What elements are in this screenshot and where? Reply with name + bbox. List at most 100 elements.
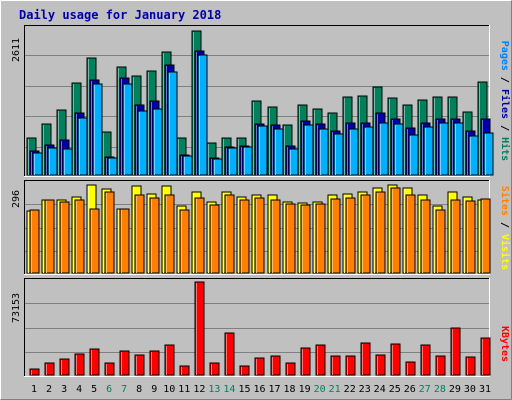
bar-kbytes-day-29: [450, 327, 461, 376]
day-label-17: 17: [268, 384, 280, 395]
bar-sites-day-7: [119, 208, 130, 274]
bar-kbytes-day-5: [89, 348, 100, 376]
bar-pages-day-11: [182, 155, 193, 176]
day-label-23: 23: [359, 384, 371, 395]
bar-kbytes-day-21: [330, 355, 341, 376]
bar-sites-day-4: [74, 199, 85, 274]
bar-pages-day-4: [77, 117, 88, 176]
bar-kbytes-day-8: [134, 354, 145, 376]
bar-kbytes-day-15: [239, 365, 250, 376]
panel-hits_files_pages-legend-label: Pages / Files / Hits: [499, 41, 511, 161]
bar-pages-day-8: [137, 110, 148, 176]
bar-sites-day-10: [164, 194, 175, 274]
bar-sites-day-26: [405, 194, 416, 274]
bar-kbytes-day-25: [390, 343, 401, 376]
bar-pages-day-14: [227, 147, 238, 176]
legend-label-part: Pages: [499, 41, 510, 71]
bar-kbytes-day-16: [254, 357, 265, 376]
day-label-20: 20: [314, 384, 326, 395]
day-label-4: 4: [76, 384, 82, 395]
day-label-13: 13: [208, 384, 220, 395]
day-label-12: 12: [193, 384, 205, 395]
bar-pages-day-9: [152, 108, 163, 176]
bar-kbytes-day-12: [194, 281, 205, 376]
bar-sites-day-19: [300, 204, 311, 274]
bar-sites-day-16: [254, 197, 265, 274]
legend-label-part: KBytes: [499, 326, 510, 362]
bar-kbytes-day-17: [270, 355, 281, 376]
bar-sites-day-14: [224, 194, 235, 274]
day-label-27: 27: [419, 384, 431, 395]
bar-pages-day-10: [167, 71, 178, 176]
bar-kbytes-day-1: [29, 368, 40, 376]
bar-kbytes-day-31: [480, 337, 491, 376]
bar-pages-day-23: [363, 126, 374, 176]
bar-sites-day-29: [450, 199, 461, 274]
bar-pages-day-15: [242, 146, 253, 176]
bar-pages-day-12: [197, 54, 208, 176]
day-label-8: 8: [136, 384, 142, 395]
bar-pages-day-26: [408, 134, 419, 176]
bar-sites-day-12: [194, 197, 205, 274]
day-label-26: 26: [404, 384, 416, 395]
bar-kbytes-day-26: [405, 361, 416, 376]
legend-label-part: Visits: [499, 234, 511, 270]
bar-kbytes-day-23: [360, 342, 371, 376]
bar-kbytes-day-6: [104, 362, 115, 376]
bar-pages-day-24: [378, 122, 389, 176]
day-label-11: 11: [178, 384, 190, 395]
day-label-16: 16: [253, 384, 265, 395]
bar-sites-day-17: [270, 199, 281, 274]
bar-pages-day-22: [348, 128, 359, 176]
bar-sites-day-31: [480, 198, 491, 274]
day-label-21: 21: [329, 384, 341, 395]
bar-pages-day-6: [107, 157, 118, 176]
bar-kbytes-day-20: [315, 344, 326, 376]
bar-sites-day-24: [375, 191, 386, 274]
day-label-22: 22: [344, 384, 356, 395]
day-label-row: 1 2 3 4 5 6 7 8 9 10 11 12 13 14 15 16 17 18 19 20 21 22 23 24 2…: [31, 384, 491, 395]
bar-pages-day-20: [318, 128, 329, 176]
day-label-25: 25: [389, 384, 401, 395]
panel-kbytes-ymax-label: 73153: [11, 293, 22, 323]
chart-panels: 2611 Pages / Files / Hits 296 Sites / Visit…: [11, 25, 511, 377]
panel-hits_files_pages-ymax-label: 2611: [11, 38, 22, 62]
bar-sites-day-21: [330, 198, 341, 274]
bar-sites-day-15: [239, 199, 250, 274]
bar-kbytes-day-28: [435, 355, 446, 376]
bar-sites-day-23: [360, 194, 371, 274]
bar-sites-day-18: [285, 203, 296, 274]
legend-label-part: Files: [499, 89, 511, 119]
bar-pages-day-27: [423, 126, 434, 176]
bar-pages-day-19: [303, 124, 314, 176]
bar-kbytes-day-7: [119, 350, 130, 376]
bar-pages-day-17: [273, 128, 284, 176]
bar-sites-day-3: [59, 201, 70, 274]
panel-visits_sites-ymax-label: 296: [11, 190, 22, 208]
bar-pages-day-25: [393, 123, 404, 176]
day-label-28: 28: [434, 384, 446, 395]
bar-sites-day-22: [345, 197, 356, 274]
bar-kbytes-day-11: [179, 365, 190, 376]
bar-pages-day-5: [92, 83, 103, 176]
bar-kbytes-day-4: [74, 353, 85, 376]
bar-sites-day-20: [315, 203, 326, 274]
day-label-2: 2: [46, 384, 52, 395]
day-label-5: 5: [91, 384, 97, 395]
bar-pages-day-16: [257, 125, 268, 176]
bar-sites-day-11: [179, 209, 190, 274]
bar-sites-day-28: [435, 209, 446, 274]
bar-sites-day-5: [89, 208, 100, 274]
bar-pages-day-31: [483, 132, 494, 176]
day-label-1: 1: [31, 384, 37, 395]
day-label-9: 9: [151, 384, 157, 395]
bar-kbytes-day-2: [44, 362, 55, 376]
bar-sites-day-13: [209, 204, 220, 274]
bar-pages-day-28: [438, 122, 449, 176]
legend-label-part: /: [499, 216, 510, 234]
bar-kbytes-day-3: [59, 358, 70, 376]
bar-sites-day-30: [465, 200, 476, 274]
bar-sites-day-2: [44, 199, 55, 274]
bar-pages-day-29: [453, 122, 464, 176]
day-label-15: 15: [238, 384, 250, 395]
